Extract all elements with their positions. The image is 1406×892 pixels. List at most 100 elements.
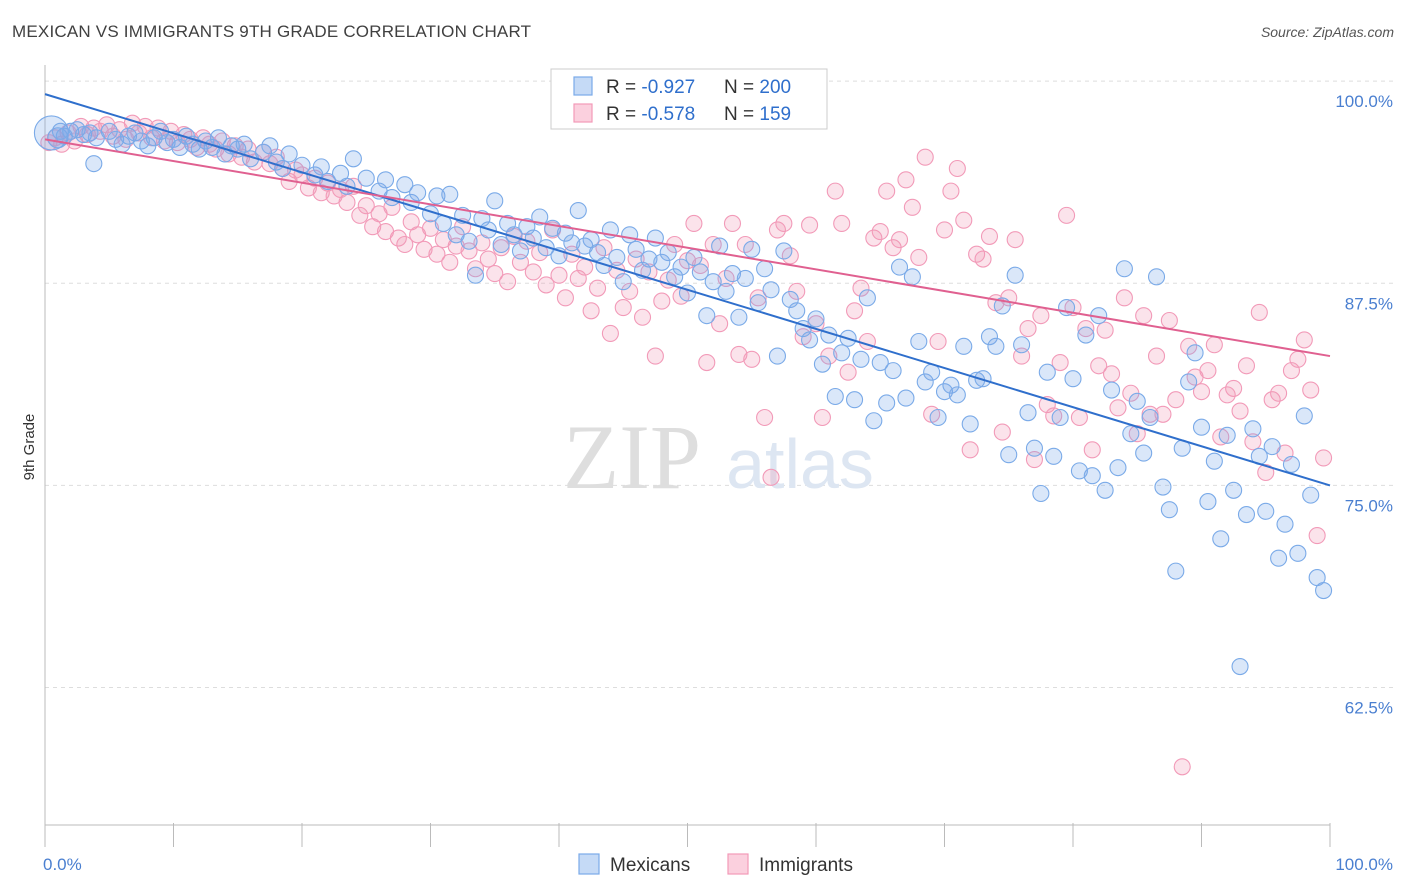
immigrants-point [550,266,568,284]
mexicans-point [1109,459,1127,477]
mexicans-point [1045,447,1063,465]
mexicans-point [1013,336,1031,354]
immigrants-point [351,206,369,224]
immigrants-point [582,302,600,320]
mexicans-point [698,307,716,325]
mexicans-point [788,302,806,320]
mexicans-point [1083,467,1101,485]
immigrants-point [441,253,459,271]
immigrants-point [961,441,979,459]
mexicans-point [826,387,844,406]
immigrants-point [878,182,896,200]
immigrants-point [897,171,915,189]
immigrants-point [813,408,831,427]
mexicans-point [653,253,671,271]
mexicans-point [1199,493,1217,511]
y-tick-label: 100.0% [1335,92,1393,111]
mexicans-point [1025,439,1043,457]
mexicans-point [762,281,780,299]
immigrants-point [1032,307,1050,325]
mexicans-point [1180,373,1198,391]
legend-swatch-immigrants [573,103,593,123]
mexicans-point [1289,544,1307,562]
immigrants-point [653,292,671,310]
mexicans-point [1122,425,1140,443]
immigrants-point [1315,449,1333,467]
svg-text:N = 200: N = 200 [724,77,791,98]
immigrants-point [910,248,928,266]
immigrants-point [743,350,761,368]
legend-r-value-1: -0.927 [641,77,695,98]
immigrants-point [1154,405,1172,423]
mexicans-point [935,383,954,401]
mexicans-point [948,386,966,404]
immigrants-point [762,468,780,486]
y-tick-label: 62.5% [1345,699,1393,718]
legend: R = -0.927 N = 200 R = -0.578 N = 159 [550,68,828,130]
immigrants-point [1244,433,1262,451]
mexicans-point [1192,418,1211,436]
immigrants-point [1295,331,1313,349]
watermark-zip: ZIP [563,406,701,508]
mexicans-point [376,171,395,189]
immigrants-point [1051,353,1069,372]
mexicans-point [1282,455,1300,473]
bottom-legend-immigrants: Immigrants [759,855,853,876]
mexicans-point [871,353,889,372]
mexicans-point [801,331,819,349]
immigrants-point [685,214,703,233]
mexicans-point [280,145,298,163]
mexicans-point [1051,408,1069,427]
mexicans-point [717,282,735,300]
mexicans-point [723,265,742,283]
immigrants-point [711,315,729,333]
immigrants-point [588,279,607,297]
mexicans-point [460,232,478,250]
immigrants-point [338,193,356,211]
trend-lines [44,93,1331,487]
immigrants-point [916,148,934,166]
mexicans-point [1154,478,1172,496]
mexicans-points [33,115,1333,676]
mexicans-point [1147,268,1166,286]
bottom-legend-swatch-immigrants [727,853,749,875]
immigrants-point [993,423,1011,441]
mexicans-point [903,268,921,286]
mexicans-point [428,187,446,205]
mexicans-point [736,269,754,287]
immigrants-point [1218,386,1236,404]
mexicans-point [730,308,748,326]
mexicans-point [1038,363,1056,381]
immigrants-point [833,214,851,233]
mexicans-point [235,135,253,153]
mexicans-point [145,129,163,147]
svg-text:N = 159: N = 159 [724,104,791,125]
mexicans-point [929,408,947,427]
immigrants-point [499,273,517,291]
mexicans-point [466,266,485,284]
axes [44,65,1331,847]
mexicans-point [627,240,645,258]
immigrants-point [1192,383,1211,401]
mexicans-point [704,273,722,291]
immigrants-point [614,299,632,317]
mexicans-point [1096,481,1114,499]
immigrants-point [396,235,414,254]
mexicans-point [845,391,864,409]
legend-swatch-mexicans [573,76,593,96]
legend-r-label-2: R = [606,104,641,125]
immigrants-point [1109,399,1127,417]
immigrants-point [942,182,960,200]
mexicans-point [1276,515,1294,533]
mexicans-point [865,412,883,430]
mexicans-point [813,355,831,373]
immigrants-point [845,302,864,320]
mexicans-point [890,258,909,276]
legend-r-label-1: R = [606,77,641,98]
mexicans-point [1064,370,1082,388]
mexicans-point [659,244,677,262]
legend-box [550,68,828,130]
legend-n-label-2: N = [724,104,759,125]
immigrants-point [723,214,742,233]
mexicans-point [1128,392,1146,410]
